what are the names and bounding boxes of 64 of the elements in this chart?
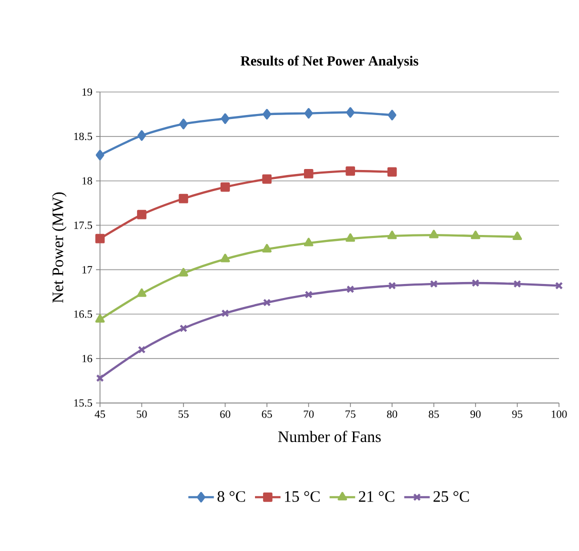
- point: [388, 282, 396, 290]
- point: [304, 238, 314, 246]
- point: [137, 288, 146, 297]
- x-tick-label: 100: [552, 410, 567, 418]
- point: [262, 244, 272, 252]
- point: [304, 290, 313, 298]
- y-tick-label: 18.5: [74, 132, 92, 140]
- y-tick-label: 15.5: [74, 399, 92, 407]
- point: [430, 280, 438, 288]
- x-tick-label: 80: [387, 410, 398, 418]
- y-tick-label: 16.5: [74, 310, 92, 318]
- point: [346, 107, 355, 118]
- x-tick-label: 55: [178, 410, 189, 418]
- legend-label: 25 °C: [434, 491, 469, 502]
- x-tick-label: 90: [470, 410, 481, 418]
- legend-label: 8 °C: [218, 491, 246, 502]
- x-axis-title: Number of Fans: [278, 430, 381, 442]
- point: [262, 174, 272, 184]
- point: [387, 230, 397, 240]
- point: [387, 167, 397, 177]
- point: [262, 108, 272, 120]
- point: [138, 346, 146, 354]
- point: [221, 309, 230, 318]
- point: [95, 314, 105, 323]
- point: [179, 118, 188, 130]
- legend-label: 21 °C: [358, 491, 394, 502]
- point: [346, 233, 356, 242]
- point: [346, 285, 354, 294]
- x-tick-label: 95: [512, 410, 522, 418]
- y-tick-label: 17: [82, 266, 92, 274]
- point: [388, 110, 396, 120]
- point: [304, 169, 314, 178]
- point: [512, 232, 522, 240]
- x-tick-label: 65: [262, 410, 272, 418]
- y-tick-label: 17.5: [74, 222, 92, 229]
- y-axis-title: Net Power (MW): [52, 192, 66, 303]
- point: [220, 182, 230, 192]
- point: [513, 280, 522, 288]
- point: [95, 234, 105, 244]
- x-tick-label: 70: [304, 410, 314, 418]
- point: [304, 108, 313, 119]
- x-tick-label: 45: [94, 410, 106, 418]
- point: [96, 150, 104, 160]
- y-tick-label: 16: [82, 354, 92, 362]
- x-tick-label: 85: [428, 410, 439, 418]
- point: [220, 254, 230, 262]
- x-tick-label: 50: [136, 410, 147, 418]
- chart-title: Results of Net Power Analysis: [240, 56, 418, 68]
- point: [429, 230, 439, 238]
- y-tick-label: 19: [82, 88, 92, 96]
- point: [263, 298, 271, 306]
- y-tick-label: 18: [82, 177, 92, 185]
- point: [220, 113, 230, 124]
- point: [137, 210, 146, 220]
- legend-label: 15 °C: [285, 491, 320, 502]
- point: [178, 268, 188, 276]
- point: [472, 279, 480, 287]
- x-tick-label: 75: [346, 410, 356, 418]
- point: [178, 194, 188, 204]
- point: [138, 130, 146, 141]
- point: [470, 230, 480, 240]
- point: [346, 166, 356, 176]
- point: [180, 324, 188, 332]
- x-tick-label: 60: [220, 410, 230, 418]
